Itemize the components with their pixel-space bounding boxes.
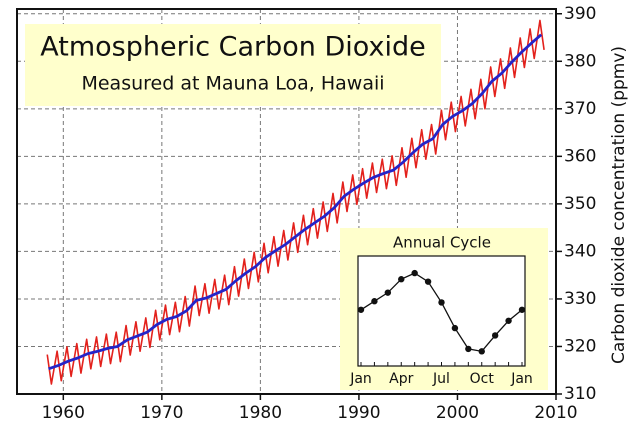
data-point bbox=[357, 306, 365, 313]
data-point bbox=[411, 269, 418, 277]
x-tick-label: 1970 bbox=[140, 403, 183, 423]
x-tick-label: Jul bbox=[432, 371, 450, 387]
data-point bbox=[491, 332, 499, 339]
y-tick-label: 330 bbox=[564, 289, 596, 309]
x-tick-label: Jan bbox=[349, 371, 372, 387]
data-line bbox=[48, 33, 543, 371]
y-tick-label: 320 bbox=[564, 336, 596, 356]
y-tick-label: 350 bbox=[564, 194, 596, 214]
x-tick-label: 2000 bbox=[436, 403, 479, 423]
plot-frame bbox=[16, 8, 557, 395]
data-point bbox=[518, 306, 526, 313]
x-tick-label: 1990 bbox=[337, 403, 380, 423]
chart-subtitle: Measured at Mauna Loa, Hawaii bbox=[81, 73, 384, 95]
y-tick-label: 310 bbox=[564, 384, 596, 404]
y-tick-label: 370 bbox=[564, 99, 596, 119]
data-point bbox=[384, 289, 392, 296]
data-point bbox=[398, 276, 405, 283]
inset-plot-area bbox=[357, 255, 526, 367]
y-tick-label: 380 bbox=[564, 51, 596, 71]
title-box bbox=[25, 24, 441, 106]
data-point bbox=[451, 324, 459, 332]
data-point bbox=[424, 278, 432, 285]
y-tick-label: 390 bbox=[564, 4, 596, 24]
x-tick-label: Apr bbox=[389, 371, 413, 387]
x-tick-label: 1960 bbox=[42, 403, 85, 423]
data-point bbox=[505, 317, 512, 324]
y-tick-label: 360 bbox=[564, 146, 596, 166]
y-axis-label: Carbon dioxide concentration (ppmv) bbox=[609, 46, 629, 364]
y-tick-label: 340 bbox=[564, 241, 596, 261]
x-tick-label: Jan bbox=[510, 371, 533, 387]
data-point bbox=[438, 299, 445, 306]
x-tick-label: Oct bbox=[470, 371, 495, 387]
x-tick-label: 1980 bbox=[239, 403, 282, 423]
data-point bbox=[465, 345, 472, 353]
chart-title: Atmospheric Carbon Dioxide bbox=[40, 32, 425, 63]
inset-title: Annual Cycle bbox=[393, 234, 491, 252]
x-tick-label: 2010 bbox=[534, 403, 577, 423]
data-point bbox=[371, 298, 378, 305]
data-point bbox=[478, 348, 485, 355]
